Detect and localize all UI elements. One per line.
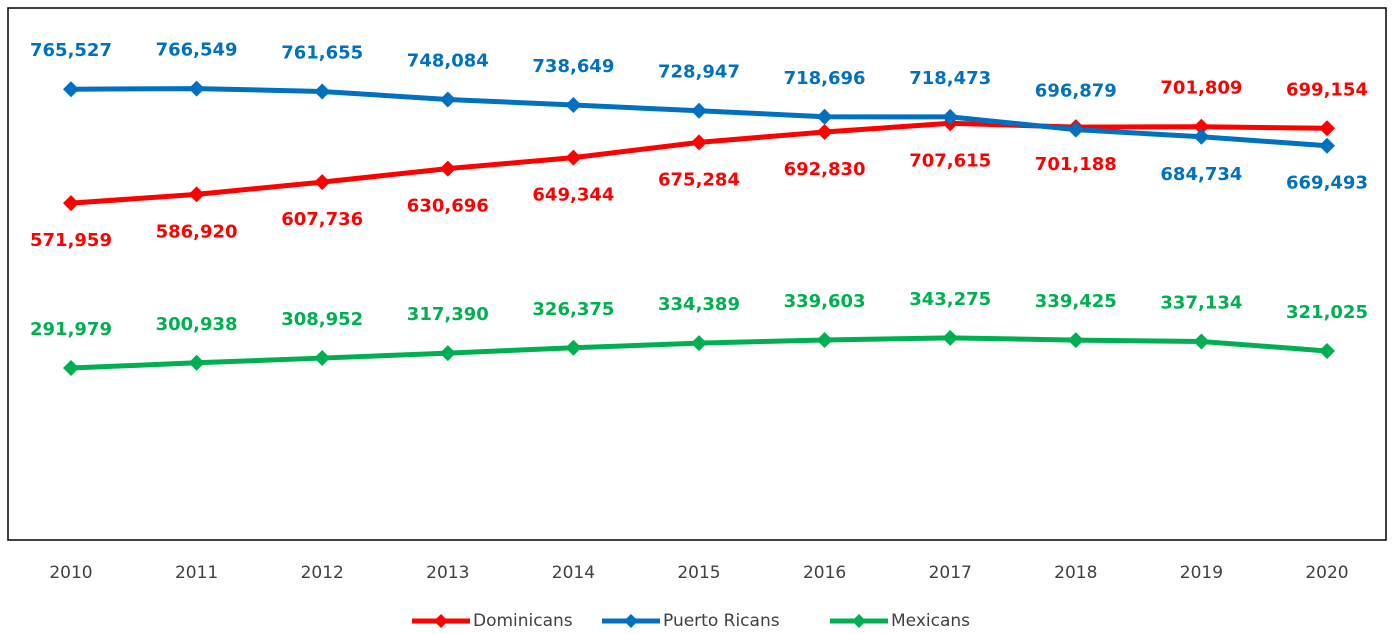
data-label: 586,920: [156, 221, 238, 242]
data-label: 317,390: [407, 304, 489, 325]
marker: [565, 339, 582, 356]
x-tick-label: 2016: [803, 563, 846, 583]
data-label: 675,284: [658, 169, 740, 190]
marker: [942, 108, 959, 125]
data-label: 326,375: [532, 299, 614, 320]
data-label: 669,493: [1286, 173, 1368, 194]
data-label: 343,275: [909, 289, 991, 310]
marker: [439, 91, 456, 108]
legend-marker: [852, 614, 866, 628]
marker: [565, 149, 582, 166]
marker: [63, 360, 79, 377]
x-tick-label: 2014: [552, 563, 595, 583]
marker: [816, 108, 833, 125]
data-label: 701,188: [1035, 154, 1117, 175]
marker: [188, 186, 205, 203]
data-label: 699,154: [1286, 79, 1368, 100]
marker: [63, 81, 79, 98]
marker: [816, 332, 833, 349]
data-label: 684,734: [1160, 164, 1242, 185]
marker: [1067, 121, 1084, 138]
x-tick-label: 2012: [301, 563, 344, 583]
data-label: 339,603: [784, 291, 866, 312]
legend-label: Mexicans: [891, 611, 970, 631]
marker: [439, 160, 456, 177]
marker: [314, 350, 331, 367]
marker: [188, 354, 205, 371]
legend-label: Dominicans: [473, 611, 573, 631]
data-label: 339,425: [1035, 291, 1117, 312]
data-label: 748,084: [407, 50, 489, 71]
marker: [63, 195, 79, 212]
data-label: 300,938: [156, 314, 238, 335]
marker: [816, 124, 833, 141]
data-label: 571,959: [30, 230, 112, 251]
marker: [1067, 332, 1084, 349]
x-tick-label: 2017: [929, 563, 972, 583]
data-label: 728,947: [658, 62, 740, 83]
x-tick-label: 2019: [1180, 563, 1223, 583]
data-label: 766,549: [156, 40, 238, 61]
marker: [1193, 118, 1210, 135]
data-label: 291,979: [30, 319, 112, 340]
data-label: 696,879: [1035, 81, 1117, 102]
marker: [942, 329, 959, 346]
plot-border: [7, 7, 1387, 541]
data-label: 649,344: [532, 185, 614, 206]
marker: [188, 80, 205, 97]
data-label: 334,389: [658, 294, 740, 315]
marker: [691, 134, 707, 151]
x-tick-label: 2013: [426, 563, 469, 583]
data-label: 337,134: [1160, 292, 1242, 313]
marker: [691, 335, 707, 352]
data-label: 738,649: [532, 56, 614, 77]
x-tick-label: 2010: [49, 563, 92, 583]
marker: [314, 174, 331, 191]
data-label: 718,473: [909, 68, 991, 89]
data-label: 718,696: [784, 68, 866, 89]
marker: [1319, 137, 1335, 154]
marker: [1193, 333, 1210, 350]
data-label: 707,615: [909, 150, 991, 171]
x-tick-label: 2011: [175, 563, 218, 583]
legend-label: Puerto Ricans: [663, 611, 780, 631]
data-label: 701,809: [1160, 78, 1242, 99]
data-label: 630,696: [407, 196, 489, 217]
marker: [314, 83, 331, 100]
marker: [1319, 342, 1335, 359]
data-label: 761,655: [281, 42, 363, 63]
legend-marker: [624, 614, 638, 628]
data-label: 765,527: [30, 40, 112, 61]
marker: [565, 97, 582, 114]
marker: [1319, 120, 1335, 137]
marker: [439, 345, 456, 362]
data-label: 607,736: [281, 209, 363, 230]
data-label: 692,830: [784, 159, 866, 180]
x-tick-label: 2020: [1305, 563, 1348, 583]
legend-marker: [434, 614, 448, 628]
marker: [691, 102, 707, 119]
data-label: 321,025: [1286, 302, 1368, 323]
x-tick-label: 2018: [1054, 563, 1097, 583]
data-label: 308,952: [281, 309, 363, 330]
x-tick-label: 2015: [677, 563, 720, 583]
marker: [1193, 128, 1210, 145]
